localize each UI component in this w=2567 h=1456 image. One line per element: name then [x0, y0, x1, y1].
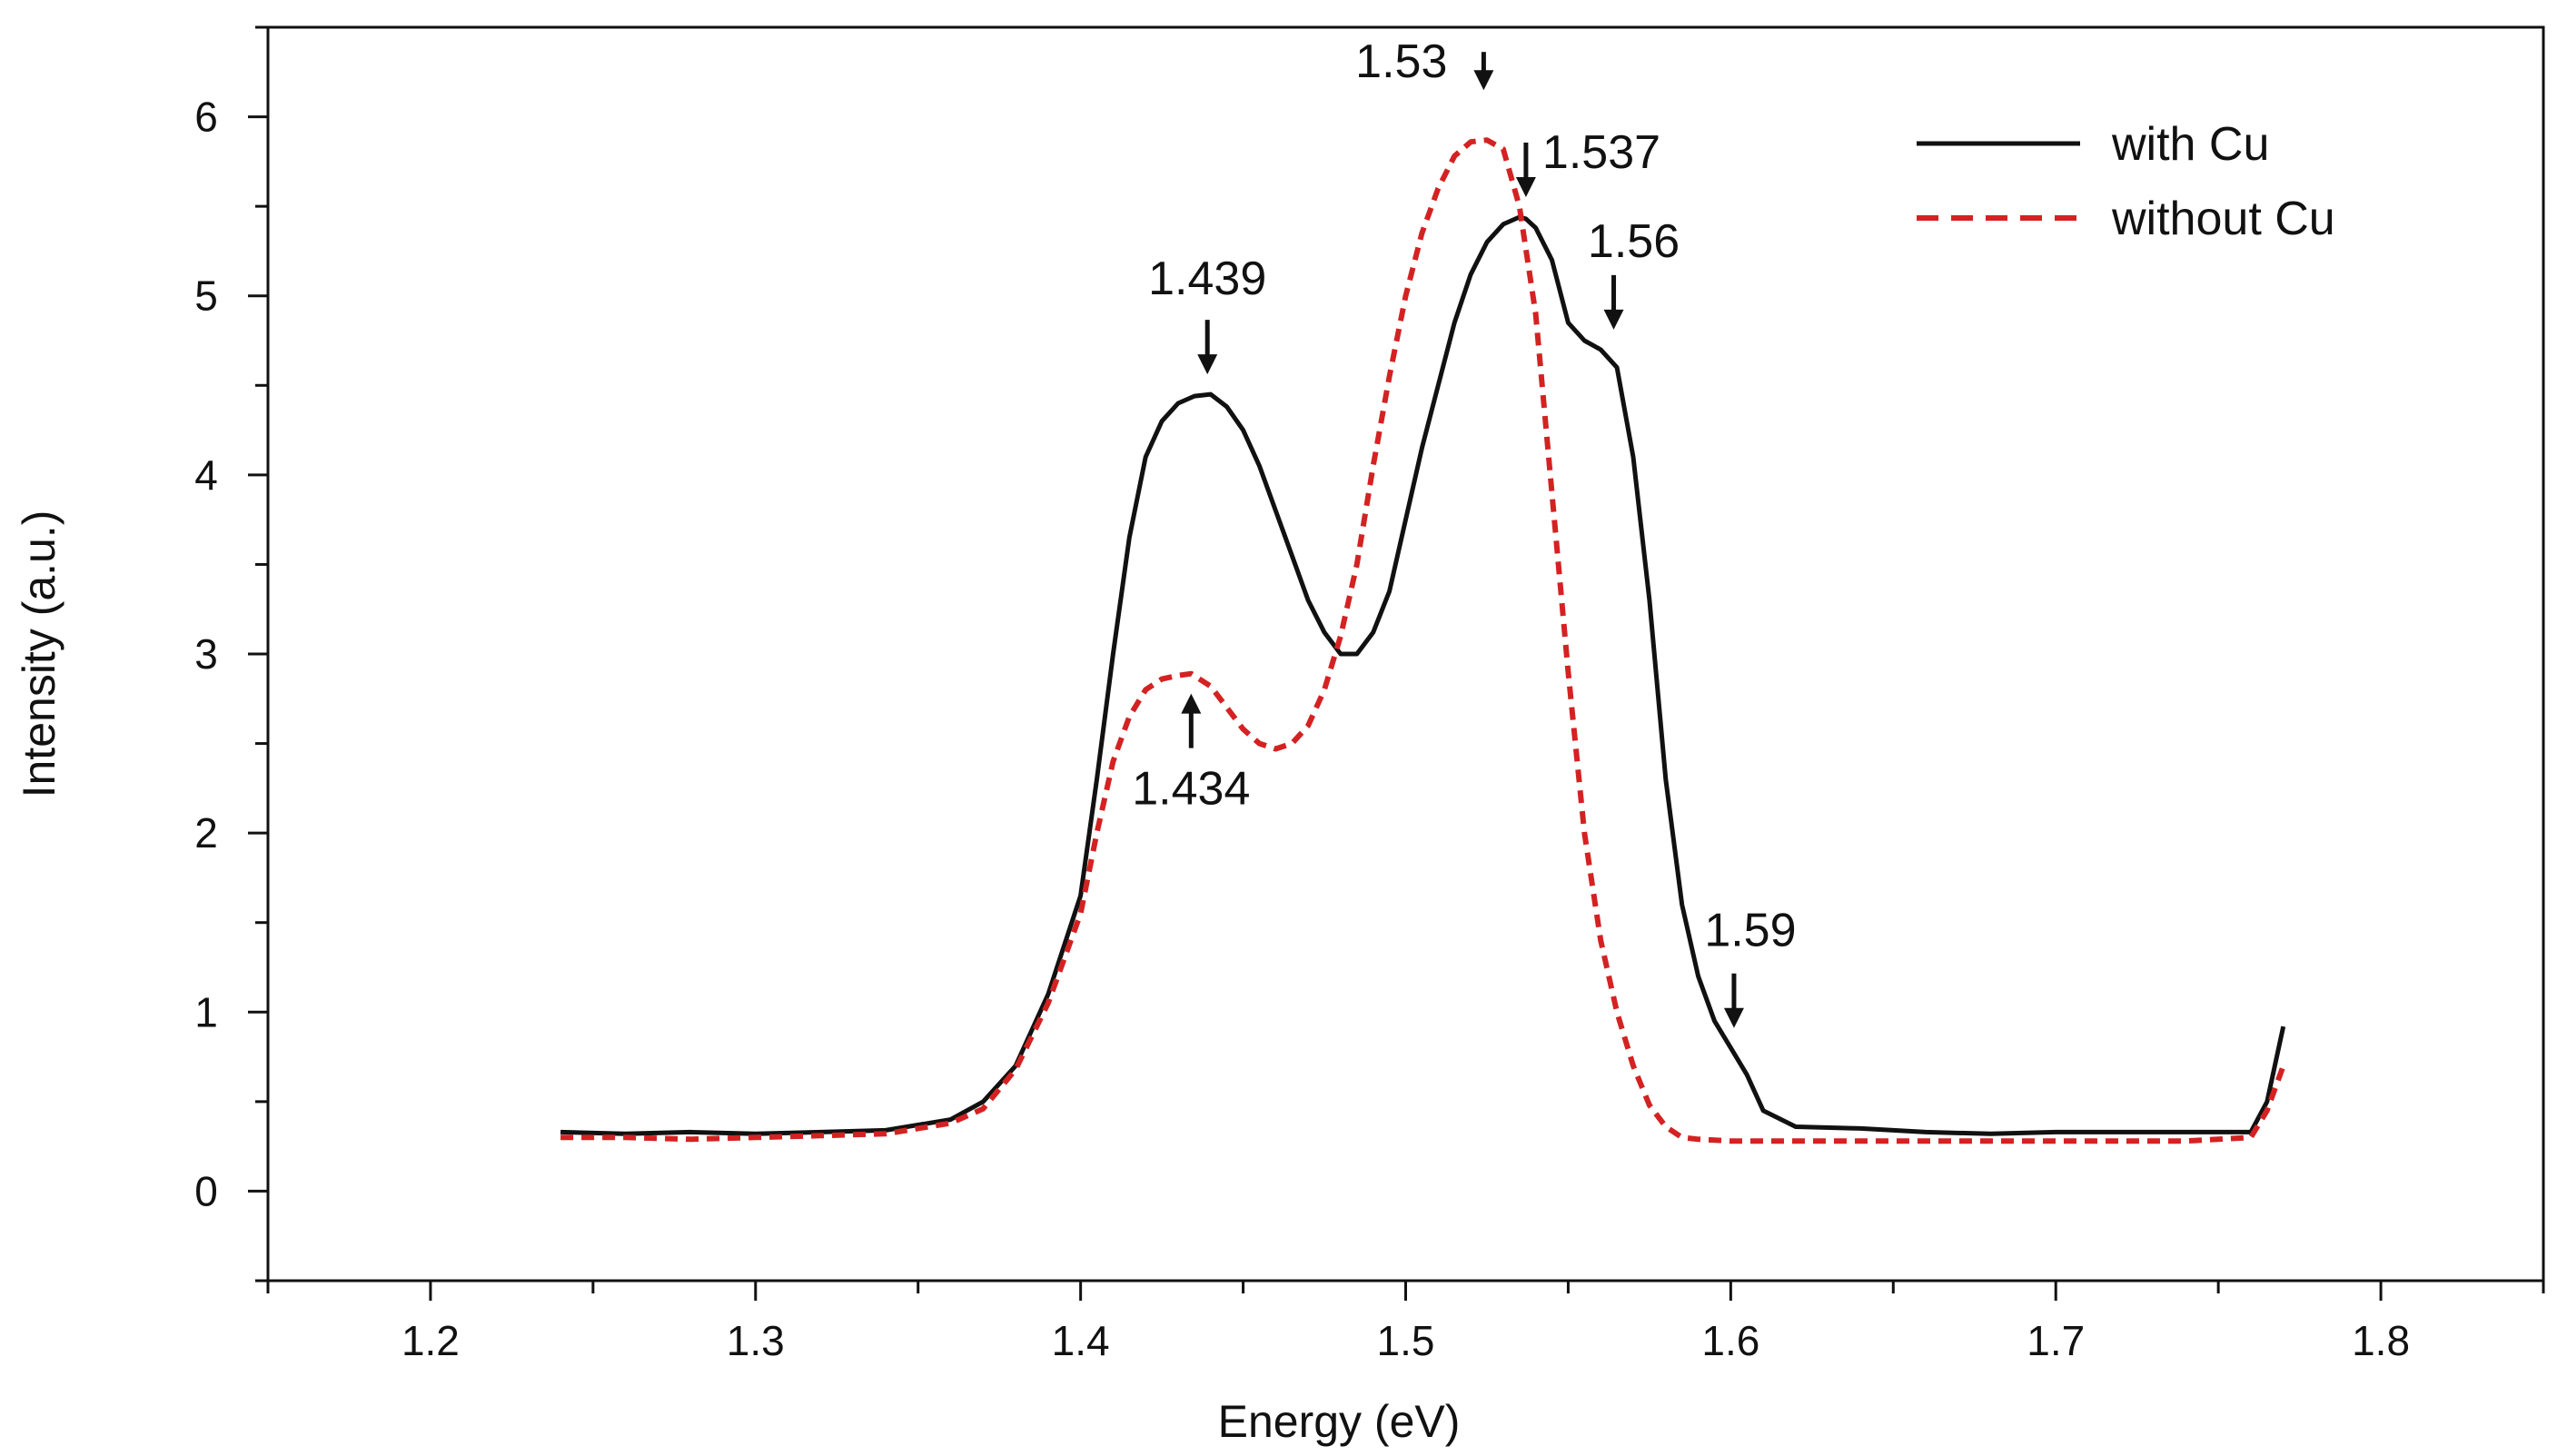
- x-tick-label: 1.8: [2352, 1317, 2410, 1364]
- peak-annotation: 1.434: [1132, 693, 1250, 816]
- annotation-arrow-head: [1515, 176, 1536, 197]
- axes: 1.2 1.3 1.4 1.5 1.6 1.7 1.8 0 1 2 3 4 5 6: [194, 25, 2545, 1364]
- annotation-label: 1.537: [1542, 126, 1660, 179]
- y-tick-label: 4: [194, 451, 218, 499]
- y-tick-label: 3: [194, 630, 218, 678]
- legend-label: without Cu: [2111, 193, 2335, 245]
- annotation-arrow-head: [1181, 693, 1202, 714]
- series-line-without-cu: [560, 137, 2286, 1144]
- x-tick-label: 1.3: [727, 1317, 785, 1364]
- x-tick-label: 1.7: [2027, 1317, 2085, 1364]
- annotation-label: 1.53: [1355, 35, 1447, 88]
- peak-annotation: 1.59: [1704, 905, 1797, 1028]
- y-tick-label: 0: [194, 1167, 218, 1214]
- y-tick-label: 2: [194, 809, 218, 857]
- series-layer: [560, 137, 2286, 1144]
- y-tick-label: 1: [194, 988, 218, 1035]
- annotation-label: 1.59: [1704, 905, 1796, 957]
- peak-annotation: 1.53: [1355, 35, 1494, 91]
- x-tick-label: 1.6: [1701, 1317, 1759, 1364]
- annotation-arrow-head: [1473, 70, 1494, 91]
- annotation-arrow-head: [1723, 1007, 1744, 1028]
- legend-entry: with Cu: [1917, 118, 2269, 171]
- peak-annotation: 1.56: [1588, 215, 1680, 330]
- legend-label: with Cu: [2111, 118, 2269, 171]
- series-line-with-cu: [560, 214, 2286, 1136]
- peak-annotation: 1.439: [1148, 253, 1266, 375]
- x-tick-label: 1.2: [401, 1317, 460, 1364]
- annotation-arrow-head: [1197, 354, 1218, 375]
- annotation-arrow-head: [1603, 309, 1624, 330]
- y-tick-label: 6: [194, 94, 218, 141]
- x-tick-label: 1.5: [1377, 1317, 1435, 1364]
- annotation-label: 1.439: [1148, 253, 1266, 305]
- annotation-layer: 1.439 1.434 1.53 1.537 1.56 1.59: [1132, 35, 1797, 1028]
- legend: with Cu without Cu: [1917, 118, 2335, 245]
- x-tick-label: 1.4: [1052, 1317, 1110, 1364]
- y-axis-title: Intensity (a.u.): [14, 510, 64, 798]
- x-axis-title: Energy (eV): [1218, 1396, 1461, 1447]
- annotation-label: 1.56: [1588, 215, 1680, 268]
- legend-entry: without Cu: [1917, 193, 2335, 245]
- annotation-label: 1.434: [1132, 763, 1250, 816]
- peak-annotation: 1.537: [1515, 126, 1660, 197]
- y-tick-label: 5: [194, 272, 218, 320]
